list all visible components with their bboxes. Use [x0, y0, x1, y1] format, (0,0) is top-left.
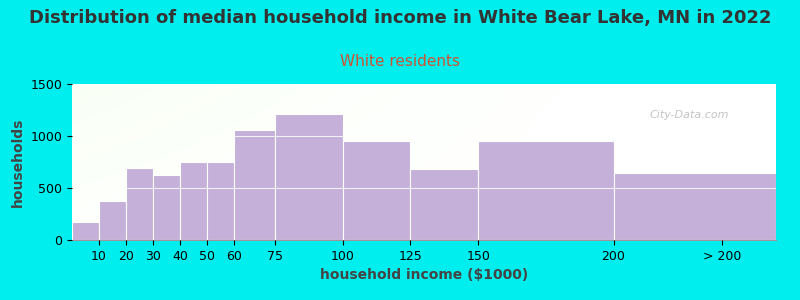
Bar: [410, 169, 478, 240]
Bar: [72, 222, 99, 240]
Y-axis label: households: households: [11, 117, 25, 207]
Bar: [342, 141, 410, 240]
Text: White residents: White residents: [340, 54, 460, 69]
Bar: [180, 162, 207, 240]
Bar: [478, 141, 614, 240]
Bar: [154, 175, 180, 240]
Bar: [207, 162, 234, 240]
Bar: [614, 173, 776, 240]
Text: City-Data.com: City-Data.com: [650, 110, 729, 120]
Bar: [234, 130, 275, 240]
Bar: [126, 168, 154, 240]
Bar: [99, 201, 126, 240]
X-axis label: household income ($1000): household income ($1000): [320, 268, 528, 282]
Bar: [275, 114, 342, 240]
Text: Distribution of median household income in White Bear Lake, MN in 2022: Distribution of median household income …: [29, 9, 771, 27]
